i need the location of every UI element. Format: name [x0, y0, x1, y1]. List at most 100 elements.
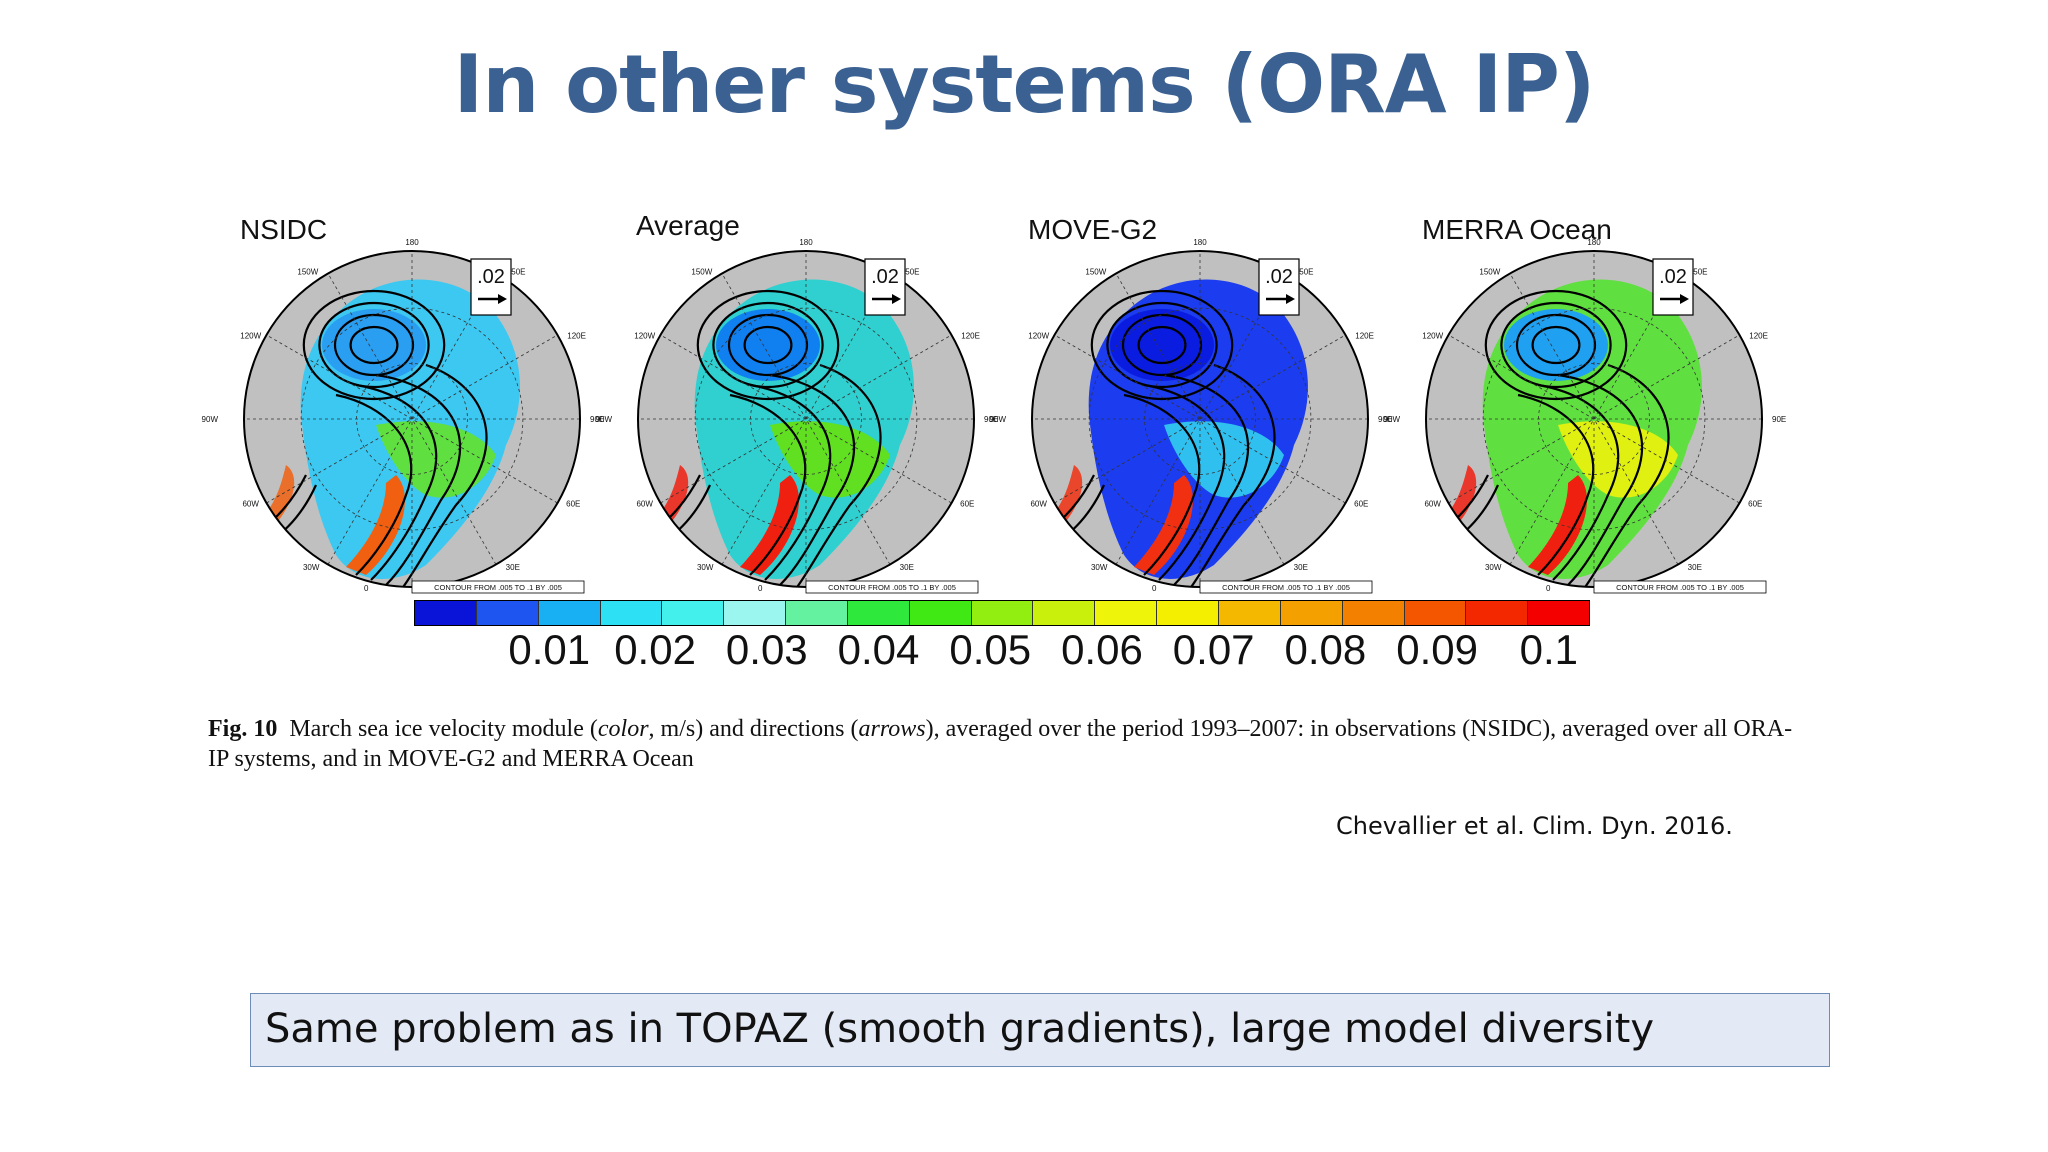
lon-label-150e: 150E: [507, 268, 526, 277]
colorbar-swatch: [1342, 601, 1405, 625]
lon-label-90e: 90E: [984, 415, 998, 424]
reference-arrowhead: [892, 294, 901, 304]
latitude-circle: [1088, 307, 1312, 531]
colorbar-swatch: [1095, 601, 1158, 625]
lon-label-180: 180: [1193, 238, 1207, 247]
polar-map: 180 0 90W 90E 150W 120W 150E 120E 60W 30W 60E 30E .0…: [202, 238, 604, 594]
polar-map: 180 0 90W 90E 150W 120W 150E 120E 60W 30W 60E 30E .0…: [990, 238, 1392, 594]
streamline: [1123, 393, 1201, 576]
caption-fig-label: Fig. 10: [208, 716, 278, 742]
meridian: [327, 273, 497, 565]
lon-label-120e: 120E: [567, 331, 586, 340]
caption-em-color: color: [597, 716, 649, 742]
streamline: [1515, 313, 1597, 377]
lon-label-30e: 30E: [1294, 563, 1308, 572]
lon-label-30e: 30E: [900, 563, 914, 572]
streamline: [743, 325, 793, 365]
lon-label-150e: 150E: [901, 268, 920, 277]
meridian: [1509, 273, 1679, 565]
streamlines: [1048, 289, 1276, 587]
map-average: 180 0 90W 90E 150W 120W 150E 120E 60W 30W 60E 30E .0…: [596, 238, 998, 617]
lon-label-60e: 60E: [1354, 499, 1368, 508]
streamline: [1484, 289, 1628, 401]
reference-arrowhead: [1680, 294, 1689, 304]
latitude-circle: [300, 307, 524, 531]
streamline: [349, 325, 399, 365]
lon-label-150w: 150W: [297, 268, 318, 277]
contour-note: CONTOUR FROM .005 TO .1 BY .005: [805, 580, 979, 594]
streamline: [333, 313, 415, 377]
note-box: Same problem as in TOPAZ (smooth gradien…: [250, 993, 1830, 1067]
graticule: [1426, 251, 1762, 587]
contour-note-text: CONTOUR FROM .005 TO .1 BY .005: [828, 583, 956, 592]
streamline: [1090, 289, 1234, 401]
lon-label-150w: 150W: [691, 268, 712, 277]
lon-label-30e: 30E: [506, 563, 520, 572]
polar-map: 180 0 90W 90E 150W 120W 150E 120E 60W 30W 60E 30E .0…: [596, 238, 998, 594]
meridian: [1448, 334, 1740, 504]
streamline: [769, 373, 856, 586]
streamline: [729, 393, 807, 576]
meridian: [660, 334, 952, 504]
streamline: [400, 363, 488, 587]
contour-note-text: CONTOUR FROM .005 TO .1 BY .005: [1222, 583, 1350, 592]
colorbar-tick-label: 0.02: [614, 626, 696, 673]
lon-label-90e: 90E: [1378, 415, 1392, 424]
lon-label-30w: 30W: [1091, 563, 1108, 572]
reference-arrow-box: .02: [1652, 258, 1694, 316]
graticule: [244, 251, 580, 587]
lon-label-120e: 120E: [1355, 331, 1374, 340]
beaufort-gyre: [1110, 309, 1214, 381]
map-nsidc: 180 0 90W 90E 150W 120W 150E 120E 60W 30W 60E 30E .0…: [202, 238, 604, 617]
lon-label-90e: 90E: [590, 415, 604, 424]
lon-label-0: 0: [364, 584, 369, 593]
streamline: [1106, 301, 1218, 389]
streamline: [1137, 325, 1187, 365]
meridian: [1054, 334, 1346, 504]
colorbar-swatch: [1280, 601, 1343, 625]
fram-strait-jet: [740, 475, 799, 575]
map-move-g2: 180 0 90W 90E 150W 120W 150E 120E 60W 30W 60E 30E .0…: [990, 238, 1392, 617]
streamline: [1143, 383, 1226, 581]
lon-label-60e: 60E: [1748, 499, 1762, 508]
panel-label-move-g2: MOVE-G2: [1028, 214, 1158, 245]
streamline: [794, 363, 882, 587]
slide-title: In other systems (ORA IP): [453, 38, 1596, 131]
lon-label-30e: 30E: [1688, 563, 1702, 572]
lon-label-0: 0: [1152, 584, 1157, 593]
beaufort-gyre: [716, 309, 820, 381]
colorbar-swatch: [476, 601, 539, 625]
lon-label-60w: 60W: [1030, 499, 1047, 508]
contour-note: CONTOUR FROM .005 TO .1 BY .005: [411, 580, 585, 594]
fram-strait-jet: [1528, 475, 1587, 575]
colorbar-swatch: [724, 601, 787, 625]
streamlines: [654, 289, 882, 587]
streamlines: [260, 289, 488, 587]
lon-label-90w: 90W: [596, 415, 613, 424]
citation: Chevallier et al. Clim. Dyn. 2016.: [1336, 812, 1733, 840]
lon-label-30w: 30W: [303, 563, 320, 572]
colorbar-swatch: [1033, 601, 1096, 625]
fram-strait-jet: [1134, 475, 1193, 575]
caption-text-3: ), averaged over the period 1993–2007: i…: [208, 716, 1793, 772]
colorbar-swatch: [786, 601, 848, 625]
lon-label-60e: 60E: [960, 499, 974, 508]
caption-text-1: March sea ice velocity module (: [289, 716, 598, 742]
reference-arrow-box: .02: [470, 258, 512, 316]
lon-label-90w: 90W: [990, 415, 1007, 424]
contour-note-text: CONTOUR FROM .005 TO .1 BY .005: [434, 583, 562, 592]
streamline: [1557, 373, 1644, 586]
meridian: [266, 334, 558, 504]
lon-label-150w: 150W: [1085, 268, 1106, 277]
reference-arrowhead: [1286, 294, 1295, 304]
colorbar: [414, 600, 1590, 626]
colorbar-swatch: [1466, 601, 1529, 625]
reference-arrow-label: .02: [477, 266, 505, 288]
lon-label-90e: 90E: [1772, 415, 1786, 424]
streamline: [1517, 393, 1595, 576]
streamline: [1121, 313, 1203, 377]
lon-label-0: 0: [758, 584, 763, 593]
figure-caption: Fig. 10 March sea ice velocity module (c…: [208, 714, 1808, 774]
lon-label-90w: 90W: [202, 415, 219, 424]
note-text: Same problem as in TOPAZ (smooth gradien…: [265, 1006, 1654, 1052]
